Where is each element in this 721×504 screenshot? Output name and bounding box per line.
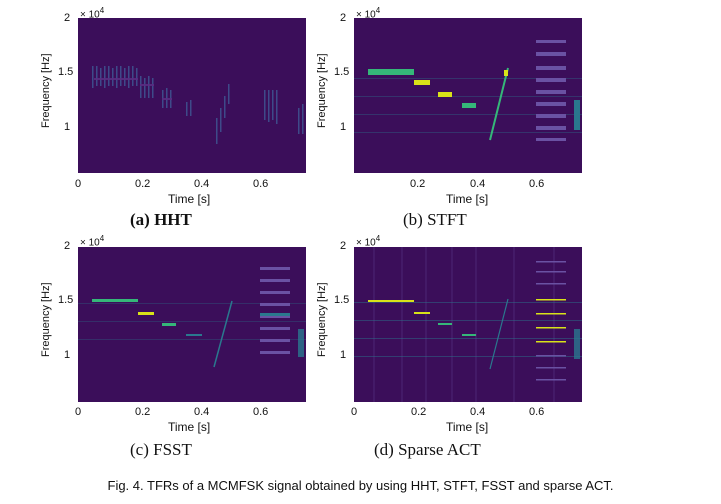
figure-caption: Fig. 4. TFRs of a MCMFSK signal obtained…	[107, 478, 614, 493]
y-axis-label: Frequency [Hz]	[316, 282, 328, 357]
y-axis-label: Frequency [Hz]	[316, 53, 328, 128]
x-axis-label: Time [s]	[446, 192, 489, 206]
xtick: 0.6	[253, 178, 269, 190]
y-axis-label: Frequency [Hz]	[40, 282, 52, 357]
exponent-label: × 104	[80, 234, 105, 249]
y-axis-label: Frequency [Hz]	[40, 53, 52, 128]
x-axis-label: Time [s]	[168, 420, 211, 434]
xtick: 0.2	[411, 406, 427, 418]
ytick: 1.5	[334, 294, 350, 306]
exponent-label: × 104	[80, 6, 105, 21]
xtick: 0.4	[470, 406, 486, 418]
spectrogram-sparse-act	[354, 247, 582, 402]
ytick: 1	[340, 349, 347, 361]
xtick: 0.2	[410, 178, 426, 190]
xtick: 0.6	[253, 406, 269, 418]
spectrogram-fsst	[78, 247, 306, 402]
ytick: 2	[340, 12, 347, 24]
xtick: 0	[75, 178, 82, 190]
ytick: 2	[64, 12, 71, 24]
x-axis-label: Time [s]	[446, 420, 489, 434]
ytick: 2	[340, 240, 347, 252]
exponent-label: × 104	[356, 6, 381, 21]
xtick: 0.6	[529, 406, 545, 418]
ytick: 1	[340, 121, 347, 133]
panel-caption: (c) FSST	[130, 440, 192, 459]
panel-caption: (b) STFT	[403, 210, 467, 229]
xtick: 0	[75, 406, 82, 418]
xtick: 0.2	[135, 178, 151, 190]
ytick: 1.5	[58, 294, 74, 306]
ytick: 1	[64, 121, 71, 133]
spectrogram-hht	[78, 18, 306, 173]
xtick: 0.4	[194, 406, 210, 418]
xtick: 0	[351, 406, 358, 418]
panel-caption: (d) Sparse ACT	[374, 440, 481, 459]
ytick: 2	[64, 240, 71, 252]
ytick: 1.5	[58, 66, 74, 78]
xtick: 0.2	[135, 406, 151, 418]
panel-caption: (a) HHT	[130, 210, 192, 229]
xtick: 0.4	[194, 178, 210, 190]
ytick: 1.5	[334, 66, 350, 78]
ytick: 1	[64, 349, 71, 361]
xtick: 0.4	[470, 178, 486, 190]
xtick: 0.6	[529, 178, 545, 190]
spectrogram-stft	[354, 18, 582, 173]
exponent-label: × 104	[356, 234, 381, 249]
x-axis-label: Time [s]	[168, 192, 211, 206]
